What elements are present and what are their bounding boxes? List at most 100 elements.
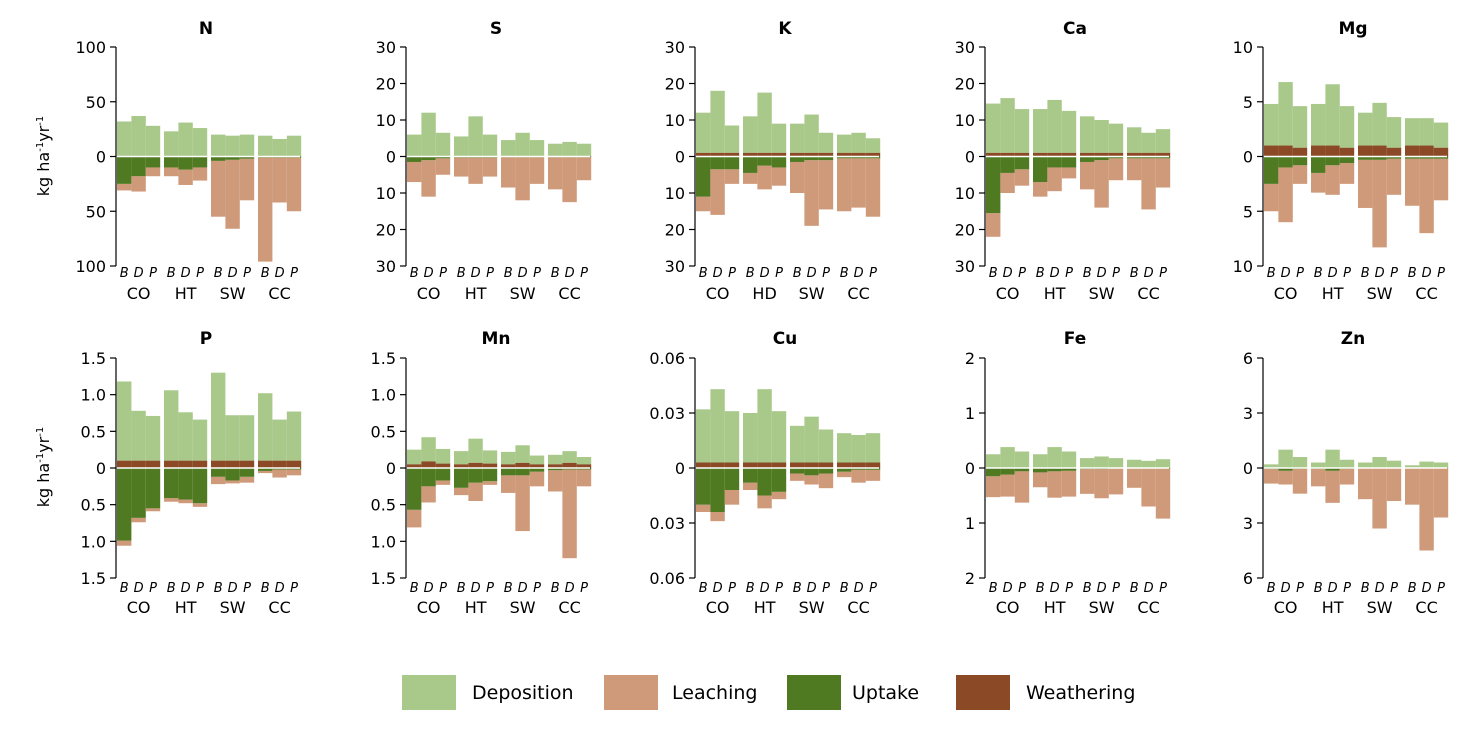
bar-weathering — [576, 464, 592, 468]
y-tick-label: 50 — [86, 93, 106, 112]
y-tick-label: 1.0 — [81, 386, 106, 405]
bar-leaching — [1386, 468, 1402, 501]
bar-weathering — [1080, 152, 1095, 157]
bar-weathering — [225, 460, 240, 468]
bar-deposition — [515, 132, 530, 157]
bar-leaching — [1405, 158, 1420, 206]
legend-item-weathering: Weathering — [956, 675, 1135, 710]
bar-letter-label: P — [1159, 581, 1167, 596]
bar-leaching — [1033, 182, 1048, 197]
bar-leaching — [771, 167, 787, 186]
bar-leaching — [1127, 468, 1142, 488]
y-tick-label: 1.0 — [371, 532, 396, 551]
site-label: CC — [1137, 598, 1159, 617]
bar-letter-label: B — [167, 266, 176, 281]
bar-deposition — [1061, 451, 1077, 468]
bar-letter-label: B — [214, 266, 223, 281]
bar-letter-label: D — [760, 266, 770, 281]
bar-uptake — [435, 156, 451, 159]
y-tick-label: 20 — [955, 75, 975, 94]
bar-letter-label: B — [1408, 581, 1417, 596]
y-tick-label: 0 — [386, 459, 396, 478]
bar-leaching — [1325, 470, 1340, 503]
bar-weathering — [407, 464, 422, 468]
panel-title: K — [778, 19, 792, 39]
bar-deposition — [407, 449, 422, 465]
legend-swatch — [604, 675, 658, 710]
bar-deposition — [225, 415, 240, 461]
bar-letter-label: B — [699, 266, 708, 281]
y-tick-label: 1.5 — [81, 569, 106, 588]
bar-uptake — [724, 156, 740, 170]
bar-deposition — [164, 390, 179, 461]
bar-deposition — [1325, 84, 1340, 146]
bar-leaching — [1014, 169, 1030, 186]
bar-leaching — [482, 157, 498, 177]
bar-deposition — [818, 429, 834, 463]
bar-weathering — [724, 152, 740, 157]
site-label: CC — [1137, 284, 1159, 303]
bar-leaching — [211, 476, 226, 485]
bar-leaching — [1311, 468, 1326, 487]
bar-uptake — [164, 156, 179, 168]
bar-leaching — [454, 487, 469, 496]
bar-deposition — [272, 138, 287, 157]
bar-weathering — [421, 461, 436, 468]
panel-title: Cu — [773, 329, 798, 349]
bar-uptake — [192, 468, 208, 504]
bar-deposition — [482, 134, 498, 157]
bar-leaching — [548, 470, 563, 492]
bar-deposition — [286, 411, 302, 461]
bar-letter-label: P — [728, 581, 736, 596]
bar-leaching — [164, 498, 179, 502]
bar-letter-label: B — [1130, 266, 1139, 281]
bar-letter-label: B — [989, 581, 998, 596]
bar-deposition — [1141, 132, 1156, 153]
bar-leaching — [1292, 468, 1308, 494]
bar-weathering — [562, 462, 577, 468]
bar-leaching — [804, 160, 819, 226]
bar-leaching — [529, 471, 545, 487]
bar-uptake — [804, 156, 819, 161]
bar-letter-label: P — [580, 266, 588, 281]
site-label: CC — [558, 598, 580, 617]
bar-deposition — [1278, 82, 1293, 146]
bar-uptake — [1108, 156, 1124, 159]
bar-letter-label: P — [196, 581, 204, 596]
site-label: HT — [1044, 284, 1066, 303]
bar-deposition — [986, 103, 1001, 153]
bar-weathering — [1155, 152, 1171, 157]
y-tick-label: 5 — [1243, 93, 1253, 112]
site-label: CO — [706, 598, 730, 617]
bar-deposition — [435, 132, 451, 157]
y-tick-label: 1.5 — [371, 349, 396, 368]
bar-deposition — [562, 141, 577, 157]
bar-weathering — [435, 463, 451, 468]
bar-weathering — [818, 152, 834, 157]
bar-weathering — [1405, 145, 1420, 157]
bar-weathering — [1358, 145, 1373, 157]
bar-leaching — [804, 475, 819, 485]
bar-deposition — [710, 389, 725, 463]
bar-letter-label: B — [746, 581, 755, 596]
site-label: SW — [1367, 598, 1393, 617]
site-label: SW — [1367, 284, 1393, 303]
bar-uptake — [145, 156, 161, 168]
bar-deposition — [421, 437, 436, 462]
bar-leaching — [1386, 158, 1402, 195]
bar-letter-label: D — [1281, 266, 1291, 281]
bar-deposition — [1047, 99, 1062, 153]
site-label: CO — [417, 598, 441, 617]
bar-deposition — [743, 413, 758, 463]
bar-letter-label: B — [410, 581, 419, 596]
bar-deposition — [1386, 117, 1402, 148]
bar-letter-label: B — [793, 581, 802, 596]
bar-leaching — [1080, 161, 1095, 190]
bar-letter-label: B — [504, 266, 513, 281]
y-axis-label-bottom: kg ha-1yr-1 — [34, 427, 53, 507]
y-tick-label: 1.0 — [81, 532, 106, 551]
